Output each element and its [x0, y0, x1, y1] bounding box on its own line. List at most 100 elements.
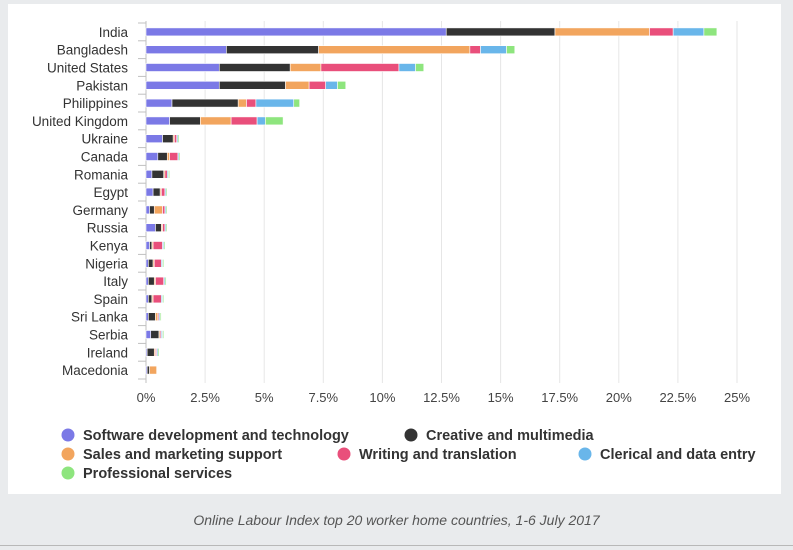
bar-segment — [554, 27, 650, 37]
x-tick-label: 20% — [606, 390, 632, 405]
legend-label: Clerical and data entry — [600, 447, 756, 463]
bar-segment — [672, 27, 705, 37]
bar-segment — [145, 81, 220, 90]
category-label: Germany — [72, 203, 128, 218]
bar-segment — [145, 312, 149, 322]
bar-stack — [145, 276, 167, 286]
bar-segment — [174, 134, 178, 143]
category-label: Egypt — [93, 185, 128, 200]
bar-segment — [145, 134, 163, 143]
bar-segment — [318, 45, 471, 55]
category-label: United States — [47, 61, 128, 76]
category-label: Serbia — [89, 328, 129, 343]
bar-segment — [159, 312, 162, 322]
bar-segment — [218, 63, 291, 72]
bar-segment — [230, 116, 258, 126]
bar-segment — [506, 45, 516, 55]
bar-segment — [145, 98, 173, 108]
bar-stack — [145, 63, 425, 72]
bar-segment — [145, 45, 227, 55]
category-label: Italy — [103, 274, 128, 289]
bar-segment — [218, 81, 286, 90]
bar-stack — [145, 170, 170, 179]
bar-segment — [161, 187, 166, 197]
bar-segment — [148, 294, 153, 304]
bar-stack — [145, 347, 160, 357]
legend-item: Creative and multimedia — [404, 428, 595, 444]
bar-segment — [145, 241, 150, 250]
bar-segment — [155, 312, 159, 322]
x-tick-label: 17.5% — [541, 390, 578, 405]
bar-segment — [255, 98, 295, 108]
bar-segment — [152, 294, 162, 304]
bar-segment — [469, 45, 481, 55]
bar-segment — [146, 365, 150, 375]
bar-segment — [148, 259, 154, 268]
bar-segment — [178, 152, 181, 161]
bar-segment — [164, 276, 167, 286]
x-tick-label: 7.5% — [308, 390, 338, 405]
category-label: United Kingdom — [32, 114, 128, 129]
bar-stack — [145, 330, 165, 339]
bar-stack — [145, 81, 347, 90]
bar-segment — [237, 98, 247, 108]
legend-label: Sales and marketing support — [83, 447, 282, 463]
category-label: Kenya — [90, 239, 129, 254]
bar-segment — [165, 187, 168, 197]
category-label: India — [99, 25, 129, 40]
bar-segment — [145, 152, 159, 161]
x-tick-label: 12.5% — [423, 390, 460, 405]
bar-segment — [200, 116, 232, 126]
bar-stack — [145, 312, 162, 322]
bar-segment — [145, 223, 156, 232]
legend-marker — [61, 447, 75, 461]
bar-segment — [168, 170, 170, 179]
bar-segment — [148, 276, 155, 286]
legend-marker — [578, 447, 592, 461]
bar-segment — [162, 205, 166, 215]
x-tick-label: 25% — [724, 390, 750, 405]
bar-segment — [157, 347, 160, 357]
legend-label: Writing and translation — [359, 447, 517, 463]
bar-stack — [145, 134, 180, 143]
bar-segment — [145, 259, 149, 268]
bar-segment — [145, 63, 220, 72]
bar-stack — [145, 116, 284, 126]
category-label: Russia — [87, 221, 129, 236]
bar-stack — [145, 27, 718, 37]
x-tick-label: 15% — [488, 390, 514, 405]
stacked-bar-chart: India Bangladesh United States Pakistan Phil… — [32, 21, 756, 482]
bar-segment — [649, 27, 674, 37]
legend-item: Software development and technology — [61, 428, 349, 444]
bar-segment — [325, 81, 338, 90]
legend-marker — [61, 466, 75, 480]
bar-segment — [169, 116, 201, 126]
chart-card: India Bangladesh United States Pakistan Phil… — [8, 4, 781, 494]
bar-segment — [293, 98, 300, 108]
bar-segment — [162, 294, 165, 304]
legend-item: Writing and translation — [337, 447, 517, 463]
bar-segment — [246, 98, 257, 108]
divider — [0, 545, 793, 546]
bar-segment — [445, 27, 556, 37]
bar-segment — [265, 116, 284, 126]
category-label: Bangladesh — [57, 43, 128, 58]
bar-segment — [151, 170, 165, 179]
bar-segment — [320, 63, 400, 72]
bar-segment — [226, 45, 319, 55]
legend-item: Clerical and data entry — [578, 447, 756, 463]
bar-stack — [145, 223, 168, 232]
bar-segment — [145, 330, 152, 339]
bar-segment — [162, 134, 174, 143]
bar-stack — [145, 152, 181, 161]
bar-segment — [157, 152, 168, 161]
bar-segment — [145, 294, 149, 304]
bar-segment — [146, 347, 155, 357]
legend-marker — [404, 428, 418, 442]
legend-label: Professional services — [83, 466, 232, 482]
legend-marker — [337, 447, 351, 461]
bar-segment — [164, 170, 168, 179]
bar-stack — [145, 241, 166, 250]
bar-stack — [145, 205, 168, 215]
bar-segment — [149, 205, 155, 215]
